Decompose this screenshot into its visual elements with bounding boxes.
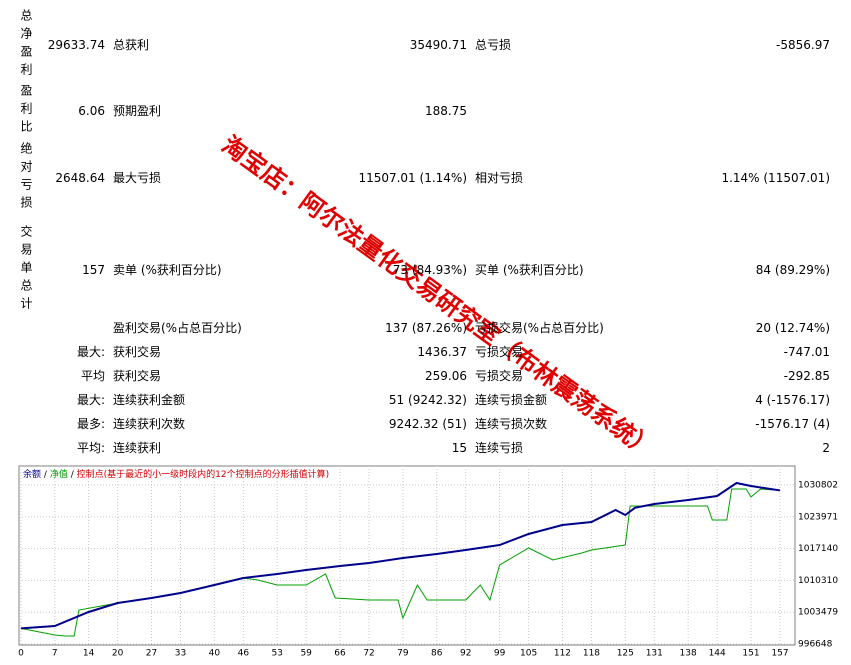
row-label: 总净盈利 bbox=[19, 9, 33, 81]
legend-item: 余额 bbox=[23, 468, 41, 480]
row-value: 29633.74 bbox=[47, 38, 105, 52]
row-label: 绝对亏损 bbox=[19, 142, 33, 214]
x-tick-label: 112 bbox=[554, 649, 571, 659]
plot-area bbox=[18, 465, 796, 646]
legend-item: / bbox=[71, 470, 75, 480]
series-line bbox=[20, 481, 781, 630]
x-tick-label: 99 bbox=[494, 649, 506, 659]
x-tick-label: 33 bbox=[175, 649, 186, 659]
x-tick-label: 144 bbox=[709, 649, 726, 659]
x-tick-label: 14 bbox=[83, 649, 95, 659]
row-value: 2648.64 bbox=[55, 171, 105, 185]
pair-label: 亏损交易 bbox=[475, 369, 524, 383]
y-tick-label: 1017140 bbox=[798, 544, 838, 554]
pair-value: 188.75 bbox=[425, 104, 467, 118]
pair-value: 137 (87.26%) bbox=[385, 321, 467, 335]
pair-label: 连续亏损金额 bbox=[475, 393, 548, 407]
pair-label: 获利交易 bbox=[113, 369, 162, 383]
pair-label: 连续亏损次数 bbox=[475, 417, 548, 431]
row-label: 交易单总计 bbox=[19, 225, 33, 315]
x-tick-label: 7 bbox=[52, 649, 58, 659]
row-prefix: 最多: bbox=[76, 417, 105, 431]
pair-label: 连续获利次数 bbox=[113, 417, 186, 431]
x-tick-label: 40 bbox=[209, 649, 221, 659]
x-tick-label: 151 bbox=[742, 649, 759, 659]
x-tick-label: 27 bbox=[146, 649, 157, 659]
x-tick-label: 79 bbox=[397, 649, 409, 659]
x-tick-label: 0 bbox=[18, 649, 24, 659]
y-tick-label: 1023971 bbox=[798, 512, 838, 522]
x-tick-label: 157 bbox=[771, 649, 788, 659]
row-prefix: 最大: bbox=[76, 345, 105, 359]
x-tick-label: 125 bbox=[617, 649, 634, 659]
row-value: 6.06 bbox=[78, 104, 105, 118]
pair-label: 总获利 bbox=[113, 38, 150, 52]
pair-label: 连续获利金额 bbox=[113, 393, 186, 407]
pair-label: 卖单 (%获利百分比) bbox=[113, 263, 222, 277]
pair-value: 73 (84.93%) bbox=[392, 263, 467, 277]
pair-value: 1436.37 bbox=[417, 345, 467, 359]
pair-label: 连续亏损 bbox=[475, 441, 524, 455]
pair-value: -747.01 bbox=[783, 345, 830, 359]
pair-value: 2 bbox=[822, 441, 830, 455]
x-tick-label: 72 bbox=[363, 649, 374, 659]
pair-label: 获利交易 bbox=[113, 345, 162, 359]
x-tick-label: 86 bbox=[431, 649, 443, 659]
x-tick-label: 118 bbox=[583, 649, 600, 659]
pair-label: 盈利交易(%占总百分比) bbox=[113, 321, 242, 335]
x-tick-label: 20 bbox=[112, 649, 124, 659]
pair-value: -292.85 bbox=[783, 369, 830, 383]
pair-value: 4 (-1576.17) bbox=[755, 393, 830, 407]
pair-value: 51 (9242.32) bbox=[388, 393, 467, 407]
legend: 余额 / 净值 / 控制点(基于最近的小一级时段内的12个控制点的分形插值计算) bbox=[23, 468, 329, 480]
y-tick-label: 1010310 bbox=[798, 576, 838, 586]
legend-item: 控制点(基于最近的小一级时段内的12个控制点的分形插值计算) bbox=[77, 468, 329, 480]
y-tick-label: 1030802 bbox=[798, 480, 838, 490]
pair-value: 1.14% (11507.01) bbox=[721, 171, 830, 185]
pair-label: 亏损交易 bbox=[475, 345, 524, 359]
pair-value: -5856.97 bbox=[776, 38, 830, 52]
pair-value: -1576.17 (4) bbox=[755, 417, 830, 431]
x-tick-label: 138 bbox=[680, 649, 697, 659]
x-tick-label: 92 bbox=[460, 649, 471, 659]
x-tick-label: 46 bbox=[238, 649, 250, 659]
pair-value: 9242.32 (51) bbox=[388, 417, 467, 431]
row-prefix: 平均 bbox=[80, 369, 105, 383]
legend-item: / bbox=[44, 470, 48, 480]
pair-label: 总亏损 bbox=[475, 38, 512, 52]
x-tick-label: 105 bbox=[520, 649, 537, 659]
legend-item: 净值 bbox=[50, 468, 68, 480]
pair-label: 亏损交易(%占总百分比) bbox=[475, 321, 604, 335]
pair-value: 15 bbox=[451, 441, 467, 455]
pair-value: 259.06 bbox=[425, 369, 467, 383]
x-tick-label: 53 bbox=[271, 649, 282, 659]
y-tick-label: 996648 bbox=[798, 639, 833, 649]
row-value: 157 bbox=[82, 263, 105, 277]
row-prefix: 最大: bbox=[76, 393, 105, 407]
pair-value: 35490.71 bbox=[409, 38, 467, 52]
pair-value: 11507.01 (1.14%) bbox=[358, 171, 467, 185]
pair-label: 连续获利 bbox=[113, 441, 162, 455]
pair-value: 84 (89.29%) bbox=[755, 263, 830, 277]
pair-value: 20 (12.74%) bbox=[755, 321, 830, 335]
row-label: 盈利比 bbox=[19, 84, 33, 138]
pair-label: 买单 (%获利百分比) bbox=[475, 263, 584, 277]
row-prefix: 平均: bbox=[76, 441, 105, 455]
x-tick-label: 59 bbox=[300, 649, 312, 659]
pair-label: 相对亏损 bbox=[475, 171, 524, 185]
pair-label: 预期盈利 bbox=[113, 104, 162, 118]
x-tick-label: 131 bbox=[646, 649, 663, 659]
pair-label: 最大亏损 bbox=[113, 171, 162, 185]
y-tick-label: 1003479 bbox=[798, 608, 838, 618]
x-tick-label: 66 bbox=[334, 649, 346, 659]
